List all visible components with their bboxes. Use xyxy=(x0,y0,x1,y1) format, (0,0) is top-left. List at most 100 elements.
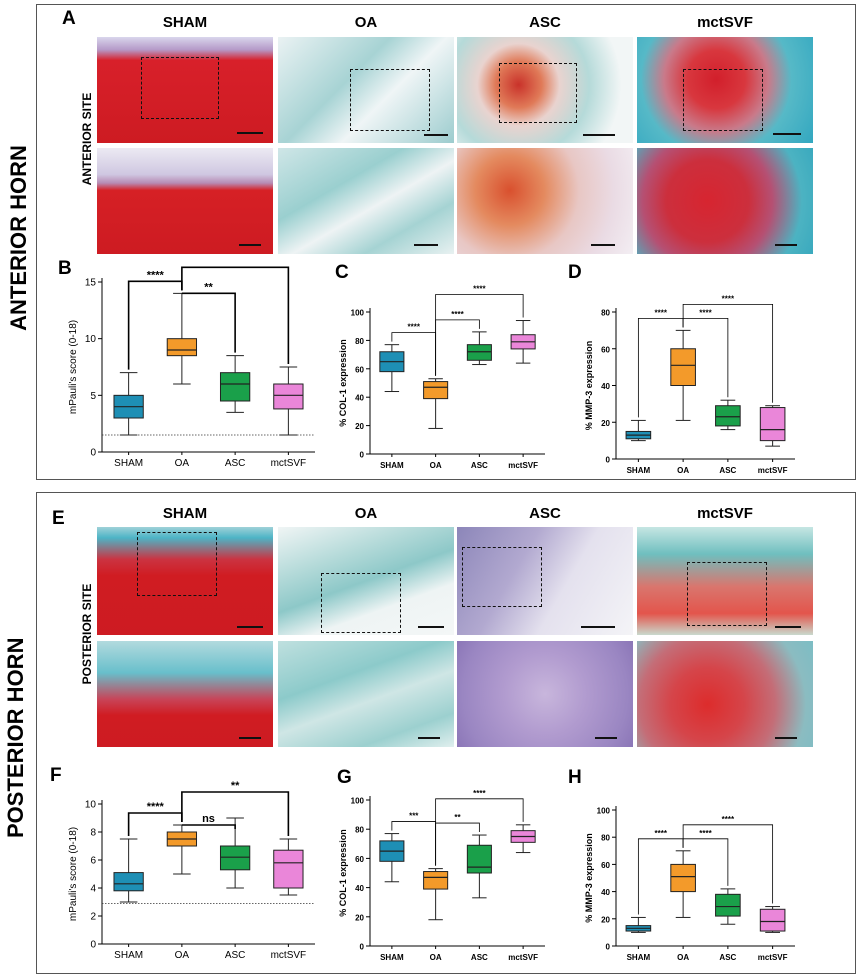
panel-letter-e: E xyxy=(52,508,65,529)
y-axis-label: % COL-1 expression xyxy=(338,339,348,427)
significance-label: **** xyxy=(408,323,421,332)
y-tick-label: 20 xyxy=(355,422,364,431)
header-asc-posterior: ASC xyxy=(529,505,561,522)
x-tick-label: SHAM xyxy=(114,458,143,469)
histology-sham-posterior-high xyxy=(97,641,273,747)
significance-bracket xyxy=(435,798,524,866)
x-tick-label: mctSVF xyxy=(271,458,307,469)
anterior-horn-frame xyxy=(36,4,856,480)
box-asc xyxy=(715,405,741,427)
x-tick-label: ASC xyxy=(225,458,246,469)
chart-d-mmp3-anterior: 0 20 40 60 80 % MMP-3 expression SHAM OA ASC mctS… xyxy=(584,294,795,475)
x-tick-label: mctSVF xyxy=(508,461,538,470)
significance-label: ns xyxy=(202,813,215,825)
y-tick-label: 0 xyxy=(90,448,96,459)
y-tick-label: 4 xyxy=(90,884,96,895)
box-oa xyxy=(423,871,449,890)
y-tick-label: 40 xyxy=(601,888,610,897)
significance-label: *** xyxy=(409,812,419,821)
box-mctsvf xyxy=(273,849,304,889)
significance-label: **** xyxy=(147,269,165,281)
y-tick-label: 2 xyxy=(90,912,96,923)
box-oa xyxy=(166,338,198,357)
y-tick-label: 60 xyxy=(601,345,610,354)
y-tick-label: 0 xyxy=(606,456,611,465)
box-asc xyxy=(715,893,741,917)
posterior-site-label: POSTERIOR SITE xyxy=(80,583,94,685)
significance-label: ** xyxy=(231,780,240,792)
header-sham-anterior: SHAM xyxy=(162,14,208,31)
box-asc xyxy=(466,844,492,874)
panel-letter-a: A xyxy=(62,8,76,29)
header-mctsvf-anterior: mctSVF xyxy=(697,14,753,31)
histology-asc-posterior-high xyxy=(457,641,633,747)
significance-label: *** xyxy=(229,262,243,267)
histology-oa-posterior-high xyxy=(278,641,454,747)
significance-label: **** xyxy=(722,294,735,303)
anterior-site-label: ANTERIOR SITE xyxy=(80,92,94,186)
x-tick-label: ASC xyxy=(471,461,488,470)
y-tick-label: 40 xyxy=(355,884,364,893)
histology-mctsvf-posterior-low xyxy=(637,527,813,635)
x-tick-label: SHAM xyxy=(380,461,404,470)
chart-f-mpauli-posterior: 0 2 4 6 8 10 mPauli's score (0-18) SHAM OA ASC mct… xyxy=(68,780,315,961)
histology-oa-anterior-low xyxy=(278,37,454,143)
significance-label: **** xyxy=(655,829,668,838)
y-tick-label: 15 xyxy=(85,278,97,289)
box-sham xyxy=(113,872,144,892)
y-axis-label: % COL-1 expression xyxy=(338,829,348,917)
x-tick-label: OA xyxy=(175,950,190,961)
x-tick-label: ASC xyxy=(225,950,246,961)
histology-sham-anterior-low xyxy=(97,37,273,143)
histology-asc-anterior-high xyxy=(457,148,633,254)
header-asc-anterior: ASC xyxy=(529,14,561,31)
x-tick-label: mctSVF xyxy=(758,953,788,962)
chart-g-col1-posterior: 0 20 40 60 80 100 % COL-1 expression SHAM OA ASC m… xyxy=(338,789,545,962)
x-tick-label: SHAM xyxy=(114,950,143,961)
y-tick-label: 40 xyxy=(355,394,364,403)
significance-label: **** xyxy=(699,829,712,838)
y-tick-label: 40 xyxy=(601,382,610,391)
y-axis-label: mPauli's score (0-18) xyxy=(68,320,79,414)
chart-b-mpauli-anterior: 0 5 10 15 mPauli's score (0-18) SHAM OA ASC mctS… xyxy=(68,262,315,469)
box-oa xyxy=(670,348,696,386)
y-tick-label: 60 xyxy=(601,861,610,870)
histology-mctsvf-posterior-high xyxy=(637,641,813,747)
x-tick-label: OA xyxy=(677,466,689,475)
panel-letter-c: C xyxy=(335,262,349,283)
box-asc xyxy=(466,344,492,361)
x-tick-label: SHAM xyxy=(627,466,651,475)
histology-oa-posterior-low xyxy=(278,527,454,635)
histology-mctsvf-anterior-low xyxy=(637,37,813,143)
header-oa-posterior: OA xyxy=(354,505,378,522)
box-oa xyxy=(670,863,696,893)
significance-bracket xyxy=(127,280,183,370)
box-oa xyxy=(423,381,449,400)
y-tick-label: 8 xyxy=(90,828,96,839)
significance-label: **** xyxy=(473,789,486,798)
y-tick-label: 20 xyxy=(601,915,610,924)
x-tick-label: SHAM xyxy=(380,953,404,962)
significance-bracket xyxy=(181,824,236,829)
significance-bracket xyxy=(435,294,524,376)
histology-mctsvf-anterior-high xyxy=(637,148,813,254)
histology-sham-posterior-low xyxy=(97,527,273,635)
panel-letter-b: B xyxy=(58,258,72,279)
significance-label: ** xyxy=(454,813,461,822)
x-tick-label: SHAM xyxy=(627,953,651,962)
significance-label: **** xyxy=(147,801,165,813)
box-asc xyxy=(219,372,251,402)
panel-letter-h: H xyxy=(568,767,582,788)
y-tick-label: 100 xyxy=(351,797,365,806)
x-tick-label: OA xyxy=(430,461,442,470)
box-mctsvf xyxy=(759,908,786,932)
x-tick-label: ASC xyxy=(719,466,736,475)
y-tick-label: 100 xyxy=(351,309,365,318)
posterior-horn-title: POSTERIOR HORN xyxy=(3,637,28,838)
header-sham-posterior: SHAM xyxy=(162,505,208,522)
histology-asc-posterior-low xyxy=(457,527,633,635)
box-asc xyxy=(219,845,251,871)
significance-bracket xyxy=(682,824,774,904)
y-tick-label: 80 xyxy=(601,309,610,318)
y-tick-label: 80 xyxy=(601,834,610,843)
